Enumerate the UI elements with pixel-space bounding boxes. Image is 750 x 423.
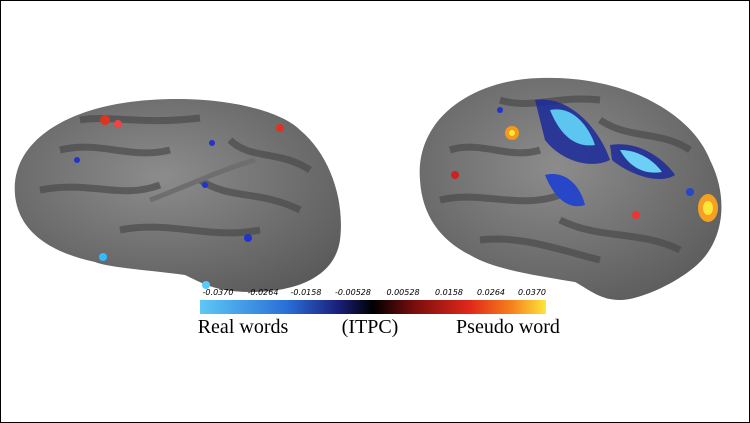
colorbar-tick: -0.0370 xyxy=(203,288,234,297)
colorbar-tick: 0.0264 xyxy=(477,288,505,297)
colorbar-tick: -0.00528 xyxy=(335,288,371,297)
colorbar-tick: -0.0158 xyxy=(291,288,322,297)
colorbar-tick: 0.0370 xyxy=(518,288,546,297)
colorbar-tick: 0.0158 xyxy=(435,288,463,297)
left-brain xyxy=(14,99,341,292)
left-label: Real words xyxy=(198,316,289,338)
right-brain xyxy=(419,77,722,301)
colorbar-tick: -0.0264 xyxy=(248,288,279,297)
center-label: (ITPC) xyxy=(342,316,399,338)
colorbar xyxy=(200,300,546,314)
right-label: Pseudo word xyxy=(456,316,560,338)
colorbar-tick: 0.00528 xyxy=(386,288,419,297)
